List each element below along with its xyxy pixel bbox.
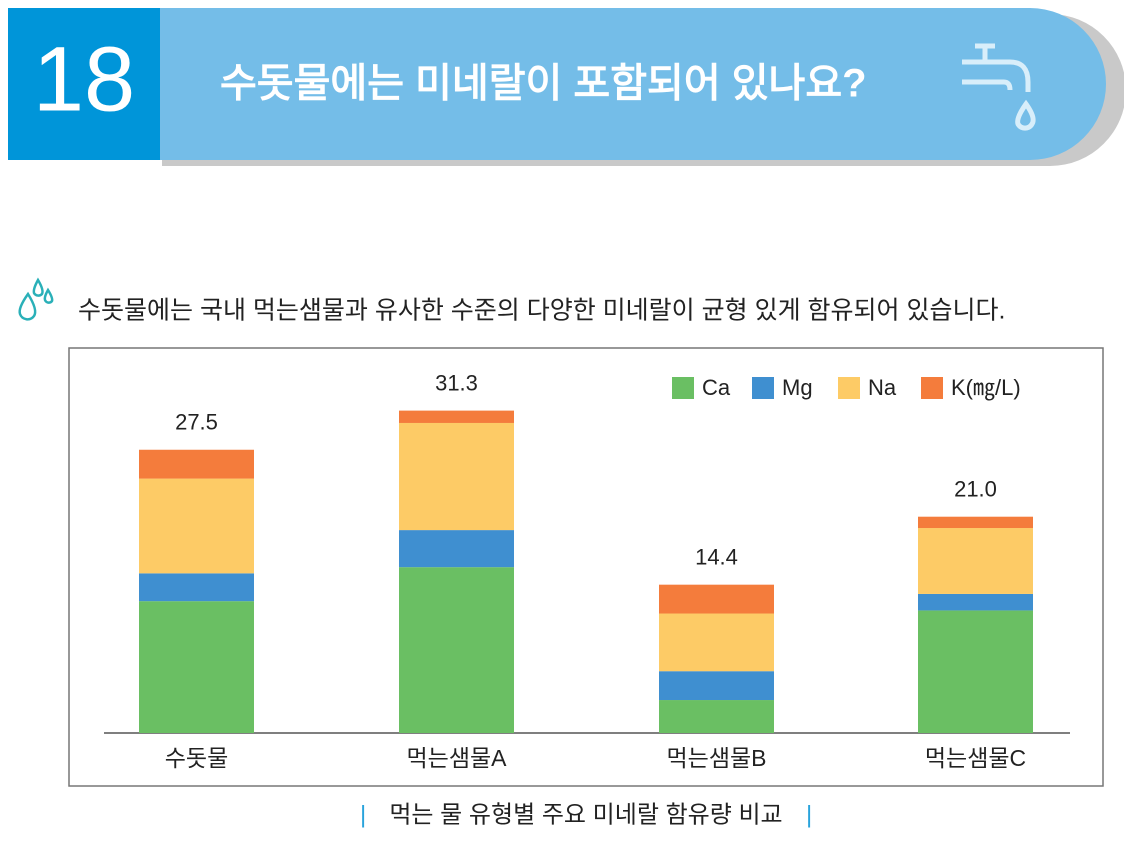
legend-label: Na (868, 375, 897, 400)
x-tick-label: 먹는샘물A (407, 745, 508, 771)
bar-segment (399, 410, 514, 423)
header-number-box (8, 8, 160, 160)
total-label: 14.4 (695, 544, 738, 569)
bar-segment (659, 671, 774, 701)
bar-segment (918, 516, 1033, 529)
bar-segment (139, 573, 254, 602)
bar-segment (659, 700, 774, 733)
chart-caption: 먹는 물 유형별 주요 미네랄 함유량 비교 (389, 801, 782, 828)
chart-frame (68, 347, 1104, 787)
caption-bar: | (806, 801, 812, 828)
legend-label: Mg (782, 375, 813, 400)
total-label: 31.3 (435, 370, 478, 395)
bar-segment (659, 613, 774, 672)
bar-segment (139, 601, 254, 733)
bar-segment (399, 530, 514, 568)
x-tick-label: 먹는샘물B (667, 745, 767, 771)
legend-swatch (672, 377, 694, 399)
bar-segment (918, 593, 1033, 611)
bar-segment (918, 610, 1033, 733)
legend-swatch (838, 377, 860, 399)
bar-segment (139, 478, 254, 574)
legend-label: K(㎎/L) (951, 375, 1021, 402)
caption-bar: | (360, 801, 366, 828)
bar-segment (399, 422, 514, 531)
bar-segment (399, 567, 514, 733)
bar-segment (659, 584, 774, 614)
bar-segment (918, 528, 1033, 594)
x-tick-label: 수돗물 (165, 745, 228, 771)
subtitle: 수돗물에는 국내 먹는샘물과 유사한 수준의 다양한 미네랄이 균형 있게 함유… (78, 297, 1005, 325)
faucet-icon (962, 43, 1036, 131)
x-tick-label: 먹는샘물C (925, 745, 1026, 771)
total-label: 27.5 (175, 410, 218, 435)
bar-segment (139, 449, 254, 479)
legend-swatch (921, 377, 943, 399)
header-band (158, 8, 1106, 160)
header-number: 18 (33, 28, 135, 130)
legend-label: Ca (702, 375, 731, 400)
legend-swatch (752, 377, 774, 399)
drop-icon (18, 277, 54, 321)
total-label: 21.0 (954, 477, 997, 502)
header-title: 수돗물에는 미네랄이 포함되어 있나요? (220, 62, 867, 106)
